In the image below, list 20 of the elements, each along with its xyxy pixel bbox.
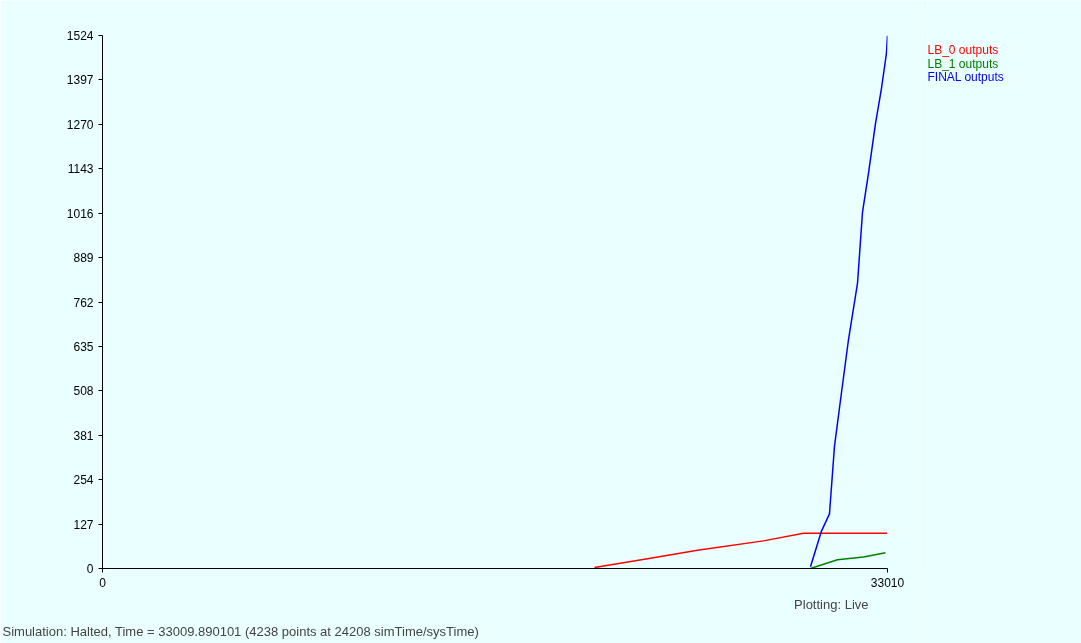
y-tick-label: 1524 (66, 29, 94, 43)
y-tick-label: 254 (73, 473, 94, 488)
y-tick-label: 889 (73, 251, 94, 266)
text: LB_0 outputs (927, 43, 999, 58)
line-series (809, 552, 887, 569)
line-series (593, 532, 888, 569)
y-tick-label: 1270 (66, 117, 94, 132)
y-tick-label: 635 (73, 339, 94, 354)
x-tick-label: 33010 (870, 575, 905, 590)
text: Plotting: Live (794, 596, 869, 612)
y-tick-label: 1397 (66, 73, 94, 88)
y-tick-label: 381 (73, 428, 94, 443)
text: Simulation: Halted, Time = 33009.890101 (4238 points at 24208 simTime/sysTime) (2, 623, 479, 639)
y-tick-label: 1016 (66, 206, 94, 221)
text: LB_1 outputs (927, 56, 999, 71)
y-tick-label: 127 (73, 517, 94, 532)
y-tick-label: 0 (86, 562, 94, 576)
y-tick-label: 508 (73, 384, 94, 399)
y-tick-label: 762 (73, 295, 94, 310)
y-tick-label: 1143 (67, 162, 94, 177)
